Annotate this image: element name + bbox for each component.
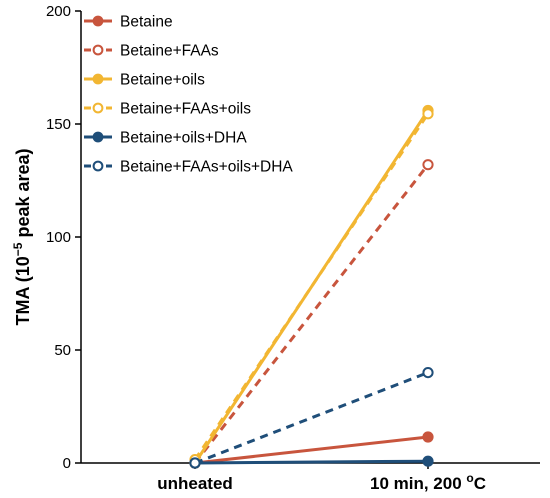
legend-swatch-marker [92,15,104,27]
series-line [193,163,430,464]
y-tick-label: 150 [46,116,71,133]
legend-item: Betaine+oils [84,72,205,89]
series-betaine-faas-oils-dha [189,367,434,469]
legend-label: Betaine+oils+DHA [120,130,247,147]
data-point [422,455,434,467]
series-betaine-faas [189,159,434,469]
data-point [422,108,434,120]
legend-item: Betaine+FAAs+oils+DHA [84,159,293,176]
legend-swatch-marker [92,131,104,143]
legend-label: Betaine+FAAs [120,43,219,60]
legend-item: Betaine+FAAs+oils [84,101,251,118]
legend-label: Betaine [120,14,173,31]
legend-swatch-marker [92,73,104,85]
x-category-label: unheated [157,474,233,493]
data-point [189,457,201,469]
legend-item: Betaine+oils+DHA [84,130,247,147]
legend-swatch-marker [92,102,104,114]
y-tick-label: 200 [46,3,71,20]
legend-swatch-marker [92,160,104,172]
series-line [194,435,429,465]
data-point [422,367,434,379]
axes: 0 50 100 150 200 unheated 10 min, 200 oC [46,3,540,493]
series-line [194,459,429,465]
series-line [193,109,430,464]
legend-item: Betaine [84,14,173,31]
legend-item: Betaine+FAAs [84,43,219,60]
data-point [422,431,434,443]
legend-label: Betaine+oils [120,72,205,89]
legend: Betaine Betaine+FAAs Betaine+oils Betaine+F… [84,14,293,176]
y-tick-label: 0 [63,455,71,472]
y-tick-label: 50 [54,342,71,359]
data-point [422,159,434,171]
legend-label: Betaine+FAAs+oils [120,101,251,118]
x-category-label: 10 min, 200 oC [370,471,486,493]
series-layer [189,104,434,469]
legend-label: Betaine+FAAs+oils+DHA [120,159,293,176]
legend-swatch-marker [92,44,104,56]
y-tick-label: 100 [46,229,71,246]
y-axis-title: TMA (10−5 peak area) [11,148,33,325]
